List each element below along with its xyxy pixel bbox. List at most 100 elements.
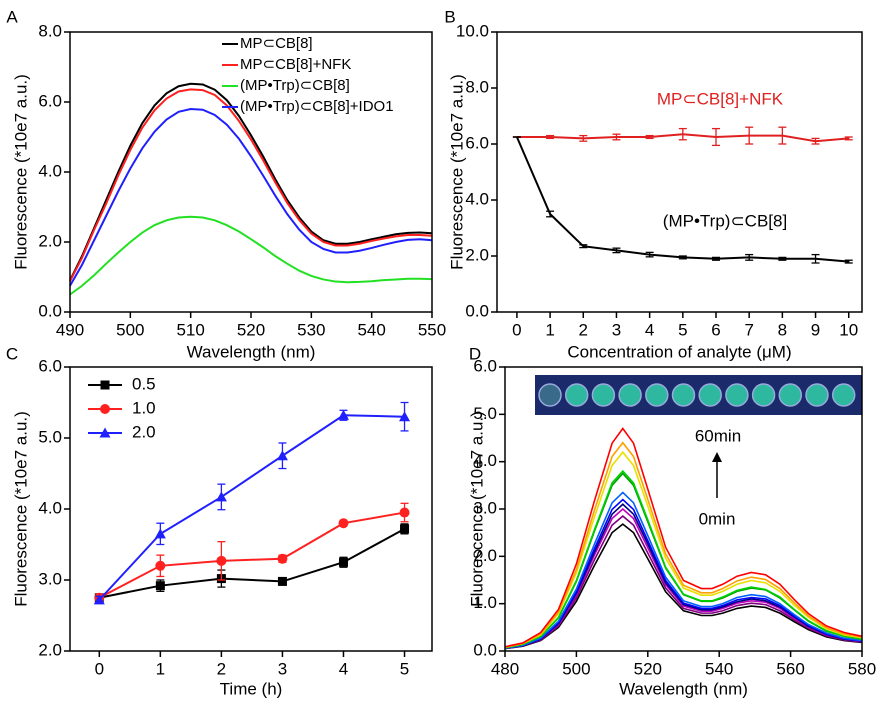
y-tick-label: 6.0 — [473, 356, 497, 375]
error-bar — [612, 133, 621, 141]
x-axis-title: Time (h) — [220, 679, 283, 698]
error-bar — [811, 253, 820, 264]
x-tick-label: 5 — [678, 320, 687, 339]
marker — [277, 553, 288, 564]
error-bar — [778, 256, 787, 261]
error-bar — [579, 244, 588, 249]
x-tick-label: 3 — [612, 320, 621, 339]
error-bar — [745, 126, 754, 145]
series-label: (MP•Trp)⊂CB[8] — [663, 211, 787, 230]
y-tick-label: 5.0 — [38, 427, 62, 446]
series-line — [504, 515, 863, 650]
x-tick-label: 520 — [237, 320, 265, 339]
well — [778, 383, 803, 407]
y-tick-label: 6.0 — [38, 91, 62, 110]
plot-frame — [504, 366, 863, 652]
well — [805, 383, 829, 407]
series-line — [504, 507, 863, 649]
inset-photo — [535, 375, 862, 415]
y-tick-label: 2.0 — [38, 231, 62, 250]
legend-label: MP⊂CB[8]+NFK — [240, 56, 351, 73]
marker — [99, 427, 111, 438]
error-bar — [712, 256, 720, 261]
series-line — [99, 528, 406, 599]
y-axis-title: Fluorescence (*10e7 a.u.) — [467, 411, 486, 607]
y-tick-label: 0.0 — [38, 301, 62, 320]
plot-frame — [69, 31, 433, 313]
y-tick-label: 4.0 — [473, 451, 497, 470]
marker — [338, 557, 348, 567]
legend-label: 0.5 — [132, 374, 156, 393]
error-bar — [712, 127, 720, 147]
marker — [276, 450, 288, 461]
x-tick-label: 0 — [512, 320, 521, 339]
marker — [100, 404, 110, 414]
error-bar — [678, 127, 687, 141]
x-tick-label: 7 — [744, 320, 753, 339]
error-bar — [546, 134, 555, 140]
x-axis-title: Wavelength (nm) — [187, 342, 316, 361]
y-tick-label: 6.0 — [38, 356, 62, 375]
error-bar — [844, 136, 853, 141]
x-axis-title: Wavelength (nm) — [619, 679, 748, 698]
y-tick-label: 10.0 — [456, 21, 489, 40]
x-tick-label: 0 — [95, 659, 104, 678]
x-tick-label: 8 — [778, 320, 787, 339]
legend-label: 2.0 — [132, 422, 156, 441]
x-tick-label: 3 — [278, 659, 287, 678]
x-tick-label: 500 — [116, 320, 144, 339]
legend-label: (MP•Trp)⊂CB[8] — [240, 77, 350, 94]
error-bar — [546, 210, 555, 218]
y-tick-label: 0.0 — [473, 640, 497, 659]
x-tick-label: 560 — [776, 659, 804, 678]
y-axis-title: Fluorescence (*10e7 a.u.) — [11, 74, 30, 270]
x-tick-label: 520 — [634, 659, 662, 678]
y-axis-title: Fluorescence (*10e7 a.u.) — [11, 411, 30, 607]
legend-label: 1.0 — [132, 398, 156, 417]
x-tick-label: 5 — [400, 659, 409, 678]
arrow — [712, 452, 722, 498]
annotation: 60min — [695, 426, 741, 445]
x-tick-label: 510 — [176, 320, 204, 339]
error-bar — [612, 247, 621, 254]
error-bar — [579, 134, 588, 142]
well — [671, 383, 696, 407]
well — [538, 383, 562, 407]
annotation: 0min — [699, 509, 736, 528]
y-tick-label: 4.0 — [465, 189, 489, 208]
y-tick-label: 4.0 — [38, 498, 62, 517]
x-axis-title: Concentration of analyte (μM) — [567, 342, 791, 361]
y-tick-label: 2.0 — [38, 640, 62, 659]
error-bar — [678, 255, 687, 260]
panel-label: B — [444, 7, 455, 26]
marker — [155, 560, 166, 571]
error-bar — [778, 126, 787, 145]
x-tick-label: 6 — [711, 320, 720, 339]
marker — [337, 409, 349, 420]
marker — [155, 581, 165, 591]
y-axis-title: Fluorescence (*10e7 a.u.) — [447, 74, 466, 270]
x-tick-label: 530 — [297, 320, 325, 339]
y-tick-label: 5.0 — [473, 404, 497, 423]
marker — [400, 524, 410, 534]
x-tick-label: 500 — [562, 659, 590, 678]
marker — [338, 518, 349, 529]
x-tick-label: 9 — [811, 320, 820, 339]
well — [645, 383, 669, 407]
legend-label: (MP•Trp)⊂CB[8]+IDO1 — [240, 98, 394, 115]
y-tick-label: 1.0 — [473, 593, 497, 612]
marker — [399, 411, 411, 422]
error-bar — [844, 259, 853, 264]
marker — [215, 491, 227, 502]
series-line — [504, 441, 863, 648]
series-line — [504, 450, 863, 648]
y-tick-label: 3.0 — [473, 498, 497, 517]
error-bar — [645, 134, 654, 140]
x-tick-label: 580 — [848, 659, 876, 678]
y-tick-label: 3.0 — [38, 569, 62, 588]
plot-frame — [496, 31, 863, 313]
panel-label: A — [6, 7, 18, 26]
x-tick-label: 540 — [357, 320, 385, 339]
legend-label: MP⊂CB[8] — [240, 35, 313, 52]
